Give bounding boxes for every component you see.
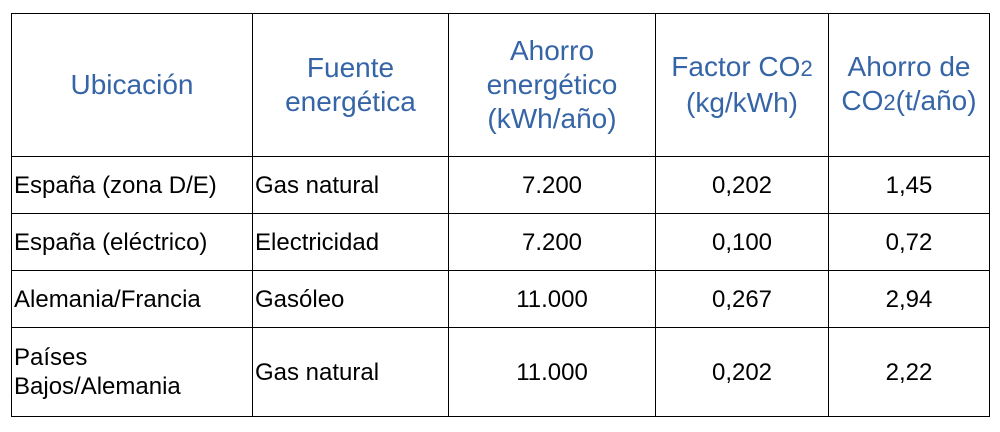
cell-energy-source: Gas natural <box>252 156 449 214</box>
header-co2-savings-text: CO <box>841 85 884 116</box>
co2-savings-table-container: Ubicación Fuente energética Ahorro energ… <box>11 13 990 417</box>
cell-co2-savings: 1,45 <box>828 156 990 214</box>
cell-location: Alemania/Francia <box>11 270 253 328</box>
cell-co2-factor: 0,202 <box>655 156 829 214</box>
header-row: Ubicación Fuente energética Ahorro energ… <box>11 13 990 157</box>
header-energy-savings-line3: (kWh/año) <box>487 103 617 134</box>
header-co2-factor: Factor CO2 (kg/kWh) <box>655 13 829 157</box>
header-energy-savings-line2: energético <box>486 69 618 100</box>
cell-energy-savings: 11.000 <box>448 270 656 328</box>
cell-co2-factor: 0,202 <box>655 327 829 417</box>
cell-energy-source: Gasóleo <box>252 270 449 328</box>
cell-location: España (zona D/E) <box>11 156 253 214</box>
header-location: Ubicación <box>11 13 253 157</box>
header-energy-source-line2: energética <box>285 86 416 117</box>
cell-co2-factor: 0,100 <box>655 213 829 271</box>
cell-energy-savings: 7.200 <box>448 156 656 214</box>
cell-location-line1: Países <box>14 344 88 371</box>
cell-location: Países Bajos/Alemania <box>11 327 253 417</box>
header-co2-factor-text: Factor CO <box>671 51 801 82</box>
header-energy-savings: Ahorro energético (kWh/año) <box>448 13 656 157</box>
cell-energy-source: Electricidad <box>252 213 449 271</box>
header-co2-factor-line1: Factor CO2 <box>671 51 812 82</box>
header-co2-savings-line1: Ahorro de <box>847 51 971 82</box>
cell-co2-savings: 2,94 <box>828 270 990 328</box>
table-row: España (eléctrico) Electricidad 7.200 0,… <box>11 213 990 271</box>
header-co2-savings-line2: CO2(t/año) <box>841 85 976 116</box>
co2-savings-table: Ubicación Fuente energética Ahorro energ… <box>11 13 990 417</box>
header-co2-savings: Ahorro de CO2(t/año) <box>828 13 990 157</box>
header-co2-savings-unit: (t/año) <box>895 85 977 116</box>
cell-co2-savings: 0,72 <box>828 213 990 271</box>
cell-co2-factor: 0,267 <box>655 270 829 328</box>
table-row: Países Bajos/Alemania Gas natural 11.000… <box>11 327 990 417</box>
header-co2-factor-line2: (kg/kWh) <box>686 87 798 118</box>
cell-energy-savings: 7.200 <box>448 213 656 271</box>
header-location-label: Ubicación <box>70 69 194 100</box>
header-co2-factor-subscript: 2 <box>800 56 813 81</box>
header-co2-savings-subscript: 2 <box>883 90 896 115</box>
cell-energy-savings: 11.000 <box>448 327 656 417</box>
header-energy-savings-line1: Ahorro <box>509 35 595 66</box>
header-energy-source-line1: Fuente <box>306 52 395 83</box>
cell-energy-source: Gas natural <box>252 327 449 417</box>
header-energy-source: Fuente energética <box>252 13 449 157</box>
cell-location-line2: Bajos/Alemania <box>14 373 181 400</box>
table-row: España (zona D/E) Gas natural 7.200 0,20… <box>11 156 990 214</box>
cell-co2-savings: 2,22 <box>828 327 990 417</box>
cell-location: España (eléctrico) <box>11 213 253 271</box>
table-row: Alemania/Francia Gasóleo 11.000 0,267 2,… <box>11 270 990 328</box>
